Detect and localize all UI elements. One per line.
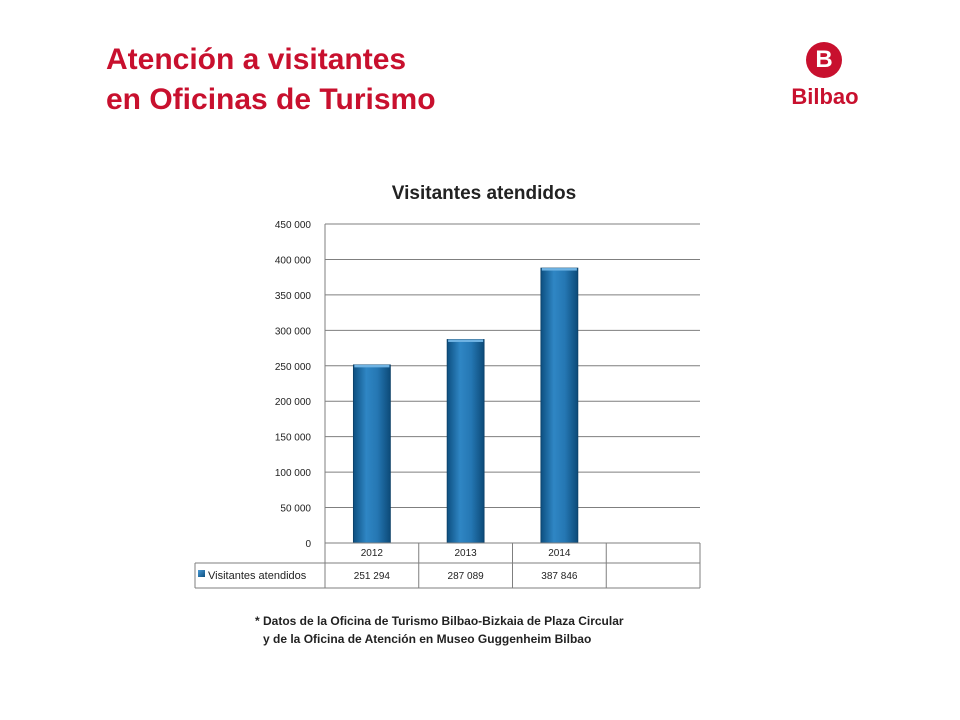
x-tick-label: 2012 [361,548,384,559]
bar-top-highlight [541,268,577,271]
footnote-line1: * Datos de la Oficina de Turismo Bilbao-… [255,614,624,628]
y-tick-label: 400 000 [275,255,312,266]
data-label: 251 294 [354,571,391,582]
bar-top-highlight [354,364,390,368]
bar [352,364,391,544]
x-tick-label: 2014 [548,548,571,559]
page-title-line1: Atención a visitantes [106,43,407,76]
y-tick-label: 200 000 [275,397,312,408]
legend-label: Visitantes atendidos [208,570,307,582]
data-table: Visitantes atendidos 2012 251 294 2013 287 0… [194,542,701,589]
footnote: * Datos de la Oficina de Turismo Bilbao-… [255,612,624,648]
logo-b-icon: B [806,42,842,78]
bar-top-highlight [448,339,484,342]
page-title: Atención a visitantes en Oficinas de Tur… [106,40,436,120]
page-title-line2: en Oficinas de Turismo [106,83,436,116]
bar [540,267,579,544]
y-tick-label: 250 000 [275,362,312,373]
y-tick-label: 0 [305,539,311,550]
y-tick-label: 300 000 [275,326,312,337]
y-tick-label: 100 000 [275,468,312,479]
data-label: 287 089 [448,571,485,582]
footnote-line2: y de la Oficina de Atención en Museo Gug… [263,632,592,646]
bar [446,339,485,544]
y-tick-label: 50 000 [280,504,311,515]
logo-text: Bilbao [791,84,859,109]
y-tick-label: 150 000 [275,433,312,444]
data-label: 387 846 [541,571,578,582]
plot-area: 0 50 000 100 000 150 000 200 000 250 000 300 0… [275,220,700,550]
y-tick-label: 350 000 [275,291,312,302]
y-tick-label: 450 000 [275,220,312,231]
legend-swatch [198,570,205,577]
chart-title: Visitantes atendidos [392,183,576,204]
x-tick-label: 2013 [455,548,478,559]
bilbao-logo: B Bilbao [786,42,866,122]
